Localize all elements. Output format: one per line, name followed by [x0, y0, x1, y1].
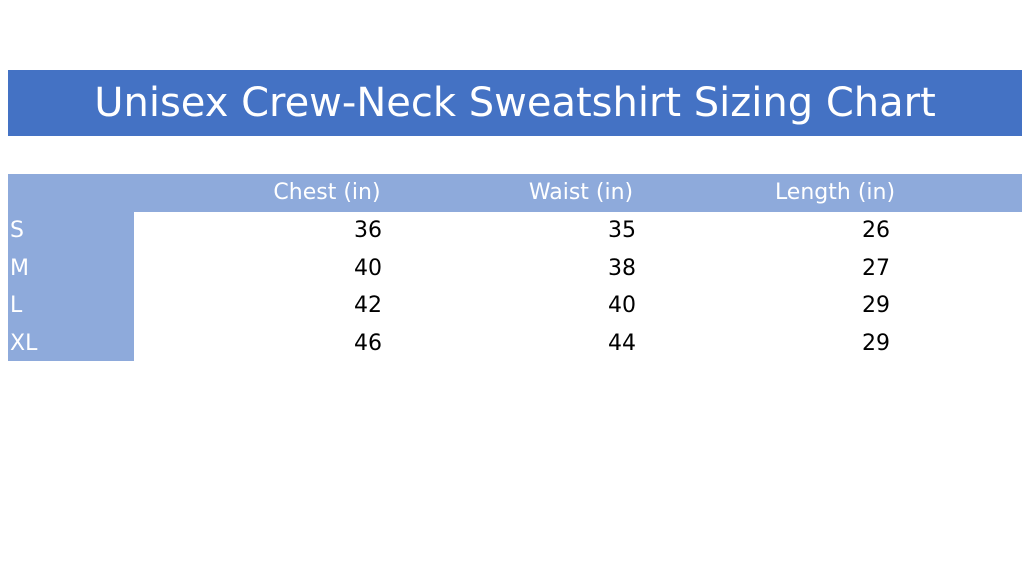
cell-value: 29	[862, 293, 890, 318]
row-header: M	[10, 255, 29, 281]
row-header-band	[8, 212, 134, 361]
column-header: Waist (in)	[528, 180, 634, 205]
cell-value: 40	[608, 293, 636, 318]
cell-value: 26	[862, 218, 890, 243]
cell-value: 35	[608, 218, 636, 243]
cell-value: 38	[608, 255, 636, 281]
column-header: Chest (in)	[273, 180, 381, 205]
row-header: L	[10, 293, 23, 318]
header-band	[8, 174, 1022, 212]
column-header: Length (in)	[774, 180, 896, 205]
cell-value: 29	[862, 330, 890, 356]
row-header: XL	[10, 330, 38, 356]
cell-value: 27	[862, 255, 890, 281]
row-header: S	[10, 218, 24, 243]
cell-value: 40	[354, 255, 382, 281]
cell-value: 44	[608, 330, 636, 356]
title: Unisex Crew-Neck Sweatshirt Sizing Chart	[8, 70, 1022, 136]
cell-value: 36	[354, 218, 382, 243]
cell-value: 42	[354, 293, 382, 318]
cell-value: 46	[354, 330, 382, 356]
